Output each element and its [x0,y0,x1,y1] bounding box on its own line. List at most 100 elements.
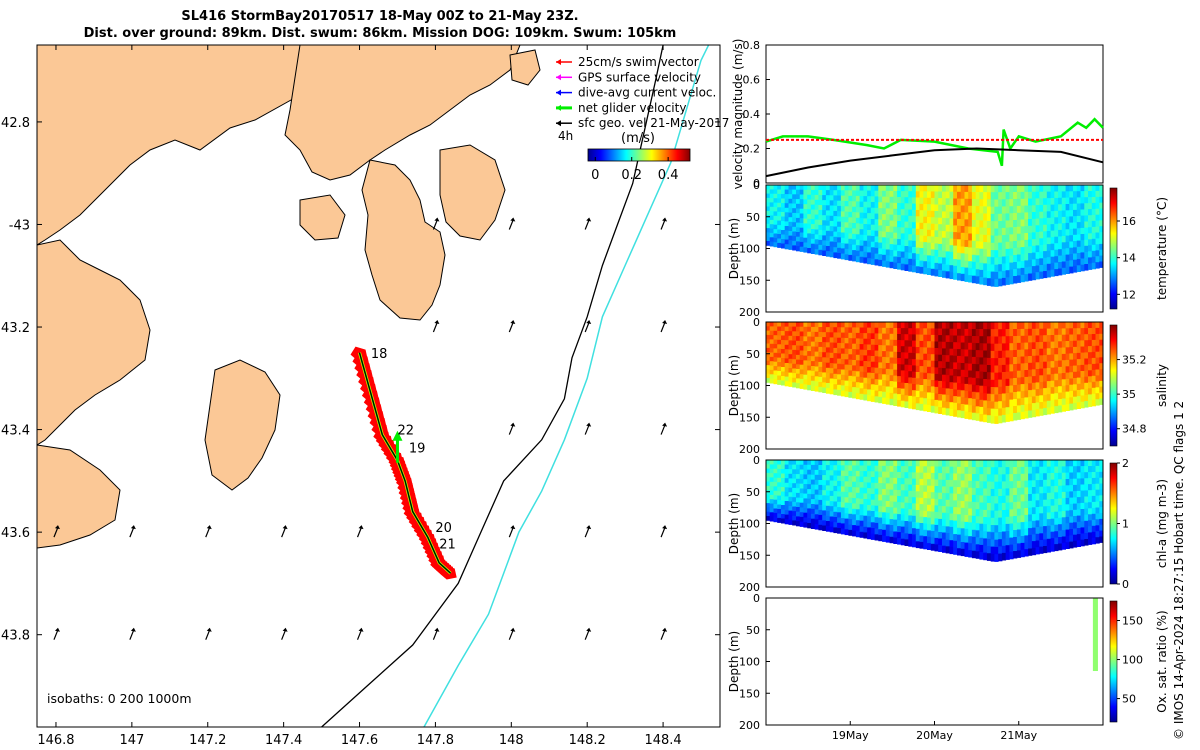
heatmap-cell [998,394,1003,402]
heatmap-cell [934,243,939,251]
heatmap-cell [998,271,1003,280]
heatmap-cell [885,392,890,399]
heatmap-cell [796,246,801,252]
heatmap-cell [840,248,846,255]
heatmap-cell [945,539,950,547]
heatmap-cell [844,348,849,355]
heatmap-cell [784,464,789,470]
heatmap-cell [971,405,977,414]
heatmap-cell [1099,351,1104,358]
heatmap-cell [934,380,939,388]
heatmap-cell [766,334,771,340]
heatmap-cell [919,222,924,230]
heatmap-cell [1001,510,1007,518]
heatmap-cell [859,471,864,477]
heatmap-cell [803,498,808,504]
heatmap-cell [1054,466,1059,474]
heatmap-cell [781,505,786,510]
heatmap-cell [938,243,943,251]
heatmap-cell [1073,371,1078,379]
heatmap-cell [908,246,913,254]
heatmap-cell [874,511,879,518]
heatmap-cell [844,518,849,525]
heatmap-cell [829,185,834,191]
heatmap-cell [979,213,984,221]
heatmap-cell [840,243,846,249]
heatmap-cell [837,337,842,344]
heatmap-cell [833,511,838,518]
geo-velocity-arrowhead [662,422,668,427]
heatmap-cell [885,398,890,405]
heatmap-cell [784,496,789,502]
heatmap-cell [1054,354,1059,362]
depth-axis-label: Depth (m) [727,631,741,692]
heatmap-cell [1091,244,1096,252]
heatmap-cell [927,498,932,506]
heatmap-cell [990,467,995,475]
heatmap-cell [769,330,774,336]
heatmap-cell [781,335,786,341]
heatmap-cell [867,207,872,214]
heatmap-cell [1095,501,1100,508]
heatmap-cell [1099,495,1104,502]
heatmap-cell [1088,376,1093,383]
heatmap-cell [844,195,849,202]
heatmap-cell [773,508,778,514]
heatmap-cell [822,465,827,471]
heatmap-cell [975,255,980,263]
heatmap-cell [975,357,980,365]
heatmap-cell [1050,387,1055,395]
heatmap-cell [1043,493,1048,501]
heatmap-cell [953,218,958,226]
heatmap-cell [949,251,954,260]
heatmap-cell [927,255,932,263]
heatmap-cell [915,516,920,524]
heatmap-cell [882,535,887,542]
heatmap-cell [968,349,973,358]
heatmap-cell [986,242,992,251]
heatmap-cell [796,336,801,342]
heatmap-cell [1073,478,1078,486]
heatmap-cell [882,397,887,404]
heatmap-cell [859,526,864,533]
heatmap-cell [889,530,894,538]
heatmap-cell [784,230,789,236]
heatmap-cell [844,222,849,229]
heatmap-cell [855,245,861,252]
heatmap-cell [1024,212,1029,220]
heatmap-cell [796,354,801,361]
heatmap-cell [788,185,793,191]
heatmap-cell [1005,516,1010,525]
heatmap-cell [852,354,857,361]
heatmap-cell [1016,349,1022,358]
geo-velocity-arrowhead [662,320,668,325]
heatmap-cell [1020,549,1025,558]
heatmap-cell [1069,535,1074,543]
heatmap-cell [1009,460,1014,468]
heatmap-cell [893,363,898,371]
heatmap-cell [1035,389,1040,397]
heatmap-cell [867,367,872,374]
heatmap-cell [814,509,819,515]
heatmap-cell [1039,211,1044,219]
heatmap-cell [822,367,827,373]
heatmap-cell [796,222,801,228]
heatmap-cell [949,368,954,376]
heatmap-cell [908,258,913,266]
heatmap-cell [1028,191,1033,200]
heatmap-cell [923,398,928,405]
heatmap-cell [957,342,962,350]
heatmap-cell [867,488,872,495]
heatmap-cell [1050,198,1055,205]
heatmap-cell [1080,377,1085,384]
heatmap-cell [930,322,935,329]
heatmap-cell [942,250,947,258]
heatmap-cell [855,217,861,224]
heatmap-cell [1046,400,1051,408]
heatmap-cell [990,257,995,265]
heatmap-cell [960,322,965,330]
heatmap-cell [799,483,804,489]
heatmap-cell [1084,395,1089,402]
time-x-tick-label: 21May [1000,729,1037,742]
heatmap-cell [1050,479,1055,487]
